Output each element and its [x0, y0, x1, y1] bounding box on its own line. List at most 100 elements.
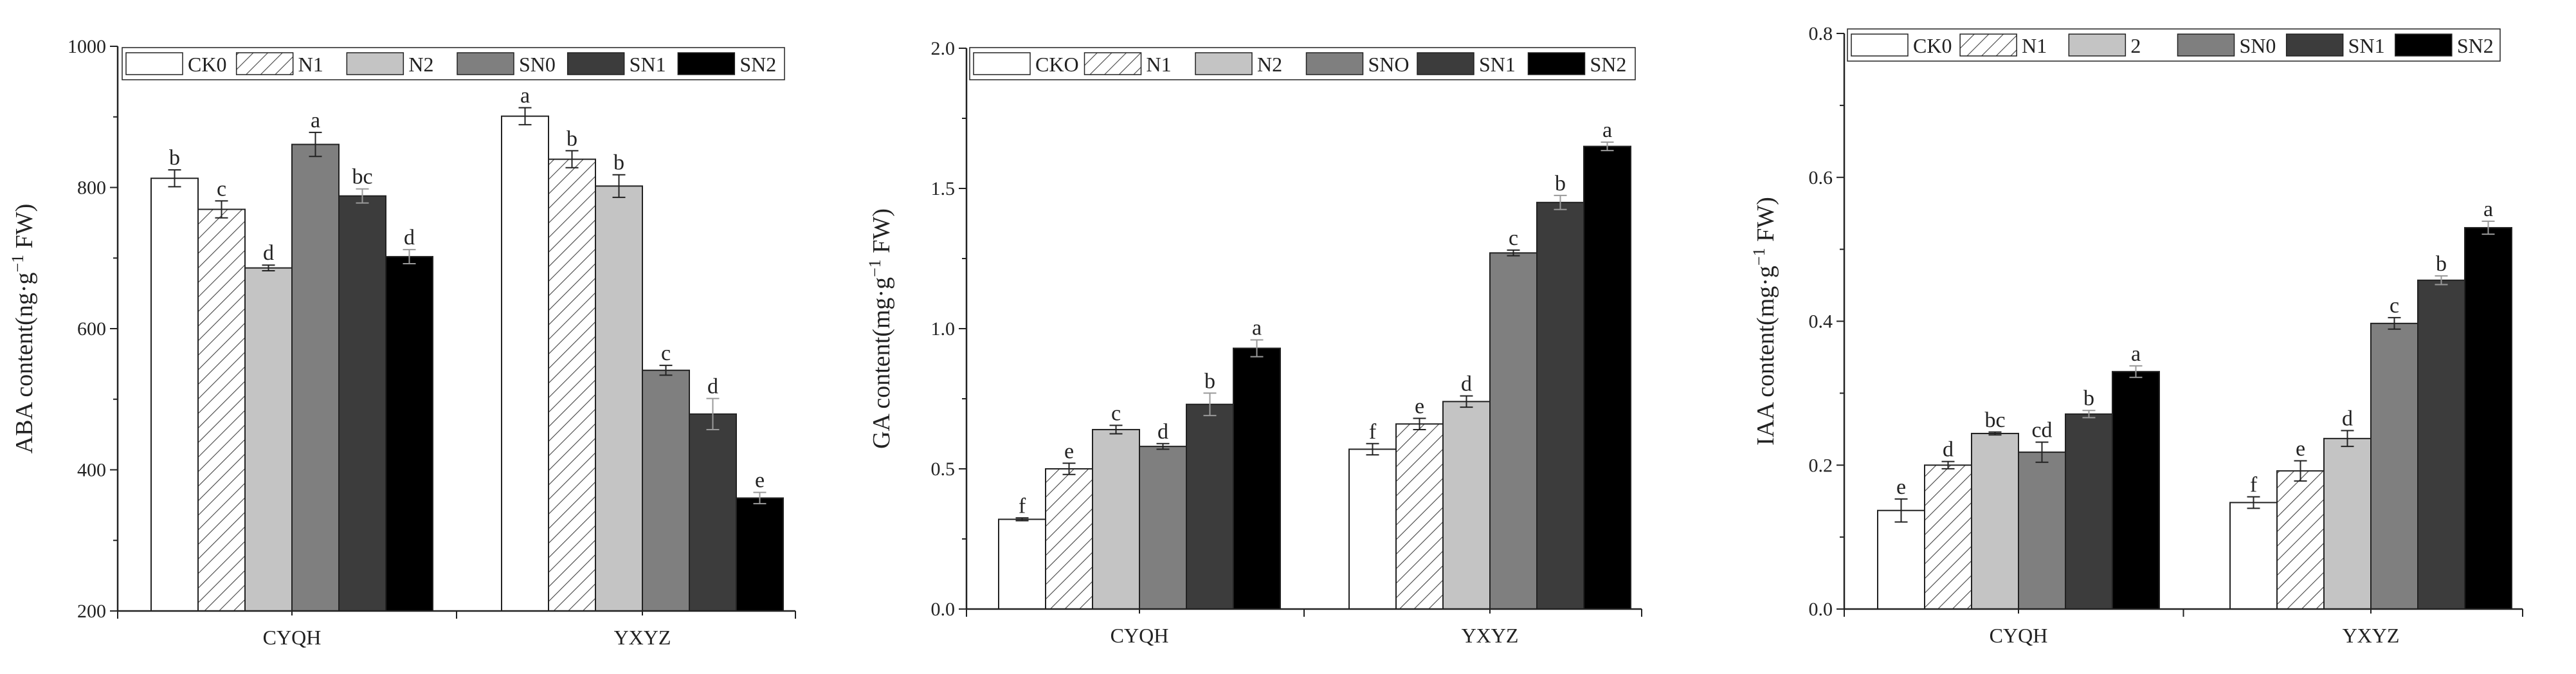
bar-sn2-cyqh: [1233, 347, 1281, 610]
bar-sn1-yxyz: [2417, 279, 2465, 610]
legend-label: SN1: [2348, 34, 2385, 57]
bar-sn2-cyqh: [2112, 370, 2160, 610]
significance-letter: d: [1461, 372, 1472, 396]
significance-letter: e: [2296, 437, 2305, 461]
y-tick-label: 2.0: [931, 38, 956, 59]
bar-n2-cyqh: [1092, 428, 1140, 610]
chart-panel-3: e f d e bc d cd c b b a a 0.0 0.2 0.4 0.6 0.8 CYQH YXYZ IAA…: [1750, 23, 2523, 647]
legend: CKO N1 N2 SNO SN1 SN2: [969, 47, 1636, 80]
bar-n1-yxyz: [548, 158, 596, 612]
significance-letter: d: [1157, 420, 1168, 444]
legend-swatch: [235, 52, 294, 75]
y-axis-label: IAA content(mg·g−1 FW): [1750, 197, 1779, 445]
legend-label: SN1: [1479, 53, 1516, 76]
bar-n1-yxyz: [2276, 470, 2325, 610]
significance-letter: bc: [352, 165, 372, 189]
bar-2-cyqh: [1971, 433, 2019, 610]
bar-n1-cyqh: [197, 208, 246, 612]
bar-n2-cyqh: [244, 267, 293, 612]
legend-label: SN2: [739, 53, 776, 76]
bar-ck0-yxyz: [2229, 502, 2278, 610]
legend-swatch: [567, 52, 625, 75]
significance-letter: b: [2436, 252, 2447, 276]
bar-ck0-yxyz: [501, 115, 549, 612]
legend-label: SN2: [2457, 34, 2494, 57]
bar-n1-yxyz: [1395, 423, 1444, 610]
significance-letter: a: [2483, 197, 2493, 221]
legend-swatch: [677, 52, 736, 75]
bar-sn1-yxyz: [1536, 201, 1584, 610]
legend-label: N1: [2022, 34, 2047, 57]
y-tick-label: 1.5: [931, 178, 956, 199]
y-tick-label: 1000: [68, 36, 106, 57]
bar-sn1-cyqh: [338, 195, 386, 612]
significance-letter: e: [1064, 439, 1074, 463]
legend-swatch: [1959, 33, 2017, 57]
chart-panel-2: f f e e c d d c b b a a 0.0 0.5 1.0 1.5 2.0 CYQH YXYZ GA co…: [866, 38, 1642, 647]
y-tick-label: 400: [77, 460, 106, 481]
x-category-label: YXYZ: [614, 626, 671, 649]
bar-sno-yxyz: [1489, 252, 1537, 610]
chart-panel-1: b a c b d b a c bc d d e 200 400 600 800 1000 CYQH YXYZ ABA…: [8, 36, 796, 649]
legend-swatch: [2395, 33, 2453, 57]
y-tick-label: 0.8: [1809, 23, 1833, 44]
legend-label: SN0: [2240, 34, 2276, 57]
y-tick-label: 600: [77, 318, 106, 340]
bar-sno-cyqh: [1139, 446, 1187, 610]
legend-box: [122, 47, 785, 80]
legend: CK0 N1 2 SN0 SN1 SN2: [1847, 28, 2501, 62]
y-tick-label: 800: [77, 178, 106, 199]
significance-letter: a: [1252, 316, 1262, 340]
legend-label: CKO: [1035, 53, 1079, 76]
legend-label: N2: [1257, 53, 1282, 76]
legend-swatch: [2068, 33, 2127, 57]
legend-swatch: [457, 52, 514, 75]
significance-letter: f: [1369, 420, 1377, 444]
legend-label: CK0: [1913, 34, 1952, 57]
bar-n1-cyqh: [1924, 464, 1972, 610]
significance-letter: c: [661, 342, 671, 365]
significance-letter: cd: [2031, 418, 2052, 442]
legend-swatch: [973, 52, 1031, 75]
x-category-label: CYQH: [1111, 624, 1169, 647]
y-tick-label: 200: [77, 601, 106, 622]
bar-sn2-yxyz: [1583, 145, 1631, 610]
legend-box: [1847, 28, 2501, 62]
bar-sn1-cyqh: [2065, 413, 2113, 610]
legend-label: SN2: [1590, 53, 1627, 76]
significance-letter: b: [613, 151, 624, 175]
bar-cko-cyqh: [998, 518, 1046, 610]
bar-sn0-cyqh: [2018, 451, 2066, 610]
significance-letter: b: [2083, 387, 2094, 410]
y-tick-label: 0.0: [1809, 599, 1833, 620]
bar-n2-yxyz: [1442, 401, 1491, 610]
significance-letter: a: [2131, 342, 2141, 366]
legend-swatch: [1195, 52, 1253, 75]
legend-label: CK0: [188, 53, 226, 76]
legend: CK0 N1 N2 SN0 SN1 SN2: [122, 47, 785, 80]
legend-label: 2: [2130, 34, 2141, 57]
significance-letter: e: [1415, 395, 1424, 419]
y-tick-label: 0.4: [1809, 311, 1833, 332]
significance-letter: a: [1602, 118, 1612, 142]
significance-letter: b: [1204, 369, 1215, 393]
significance-letter: d: [707, 375, 718, 399]
significance-letter: b: [169, 146, 180, 170]
legend-label: SN1: [630, 53, 666, 76]
significance-letter: f: [1019, 494, 1026, 518]
bar-sn0-yxyz: [642, 369, 690, 612]
bar-sn1-cyqh: [1186, 403, 1234, 610]
bar-sn0-yxyz: [2370, 322, 2418, 610]
bar-n1-cyqh: [1045, 468, 1093, 610]
significance-letter: a: [311, 109, 320, 132]
bar-sn2-yxyz: [736, 497, 784, 612]
legend-swatch: [346, 52, 404, 75]
y-axis-label: ABA content(ng·g−1 FW): [8, 204, 38, 454]
y-tick-label: 0.6: [1809, 167, 1833, 188]
legend-swatch: [1851, 33, 1909, 57]
bar-sn1-yxyz: [689, 413, 737, 612]
significance-letter: b: [1555, 172, 1566, 196]
significance-letter: a: [520, 84, 530, 107]
legend-label: N1: [1147, 53, 1172, 76]
legend-swatch: [125, 52, 183, 75]
